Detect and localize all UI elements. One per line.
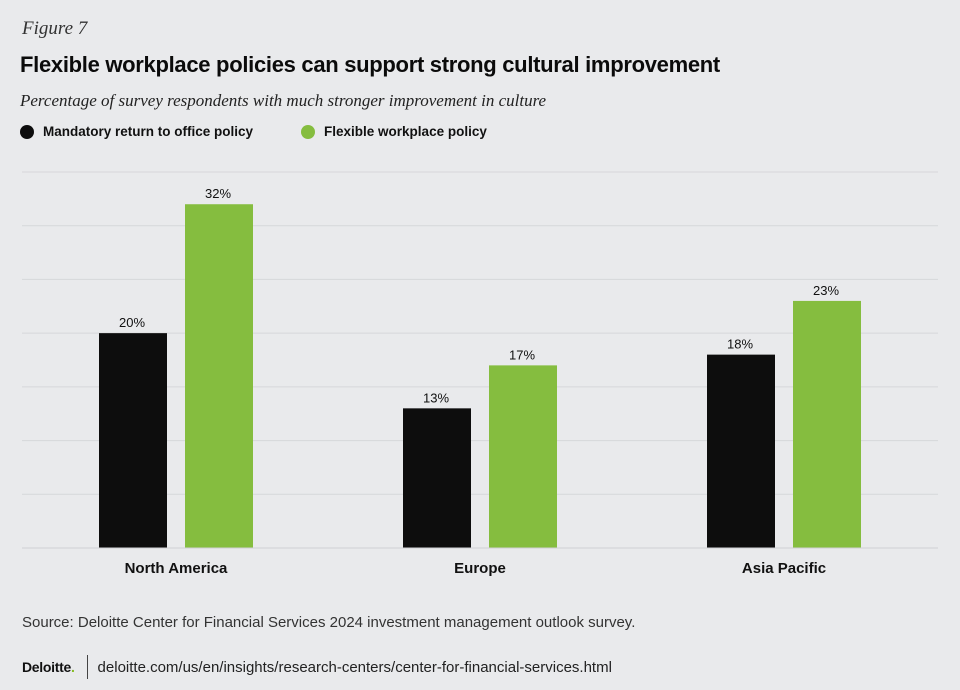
footer-link[interactable]: deloitte.com/us/en/insights/research-cen…	[97, 658, 612, 676]
chart-subtitle: Percentage of survey respondents with mu…	[20, 91, 547, 110]
bar-flexible	[793, 300, 861, 548]
data-label: 18%	[727, 337, 753, 352]
legend: Mandatory return to office policy Flexib…	[20, 124, 487, 139]
chart-title: Flexible workplace policies can support …	[20, 52, 720, 77]
legend-item-mandatory: Mandatory return to office policy	[20, 124, 253, 139]
category-label: Asia Pacific	[742, 560, 826, 577]
figure-label: Figure 7	[22, 18, 88, 39]
category-label: North America	[125, 560, 228, 577]
legend-item-flexible: Flexible workplace policy	[301, 124, 487, 139]
data-label: 13%	[423, 390, 449, 405]
bar-flexible	[185, 204, 253, 548]
bar-mandatory	[99, 333, 167, 548]
legend-label-mandatory: Mandatory return to office policy	[43, 124, 254, 139]
legend-label-flexible: Flexible workplace policy	[324, 124, 487, 139]
data-label: 32%	[205, 186, 231, 201]
category-label: Europe	[454, 560, 506, 577]
bar-chart: 20% 32% North America 13% 17% Europe 18% 23% Asi…	[22, 171, 938, 577]
bar-mandatory	[403, 408, 471, 548]
bar-flexible	[489, 365, 557, 548]
bar-mandatory	[707, 354, 775, 548]
data-label: 17%	[509, 347, 535, 362]
deloitte-logo: Deloitte.	[22, 659, 75, 675]
legend-swatch-flexible	[301, 124, 316, 139]
footer: Deloitte. deloitte.com/us/en/insights/re…	[22, 655, 612, 679]
source-note: Source: Deloitte Center for Financial Se…	[22, 614, 636, 631]
legend-swatch-mandatory	[20, 124, 34, 139]
footer-divider	[86, 655, 88, 679]
data-label: 23%	[813, 283, 839, 298]
data-label: 20%	[119, 315, 145, 330]
